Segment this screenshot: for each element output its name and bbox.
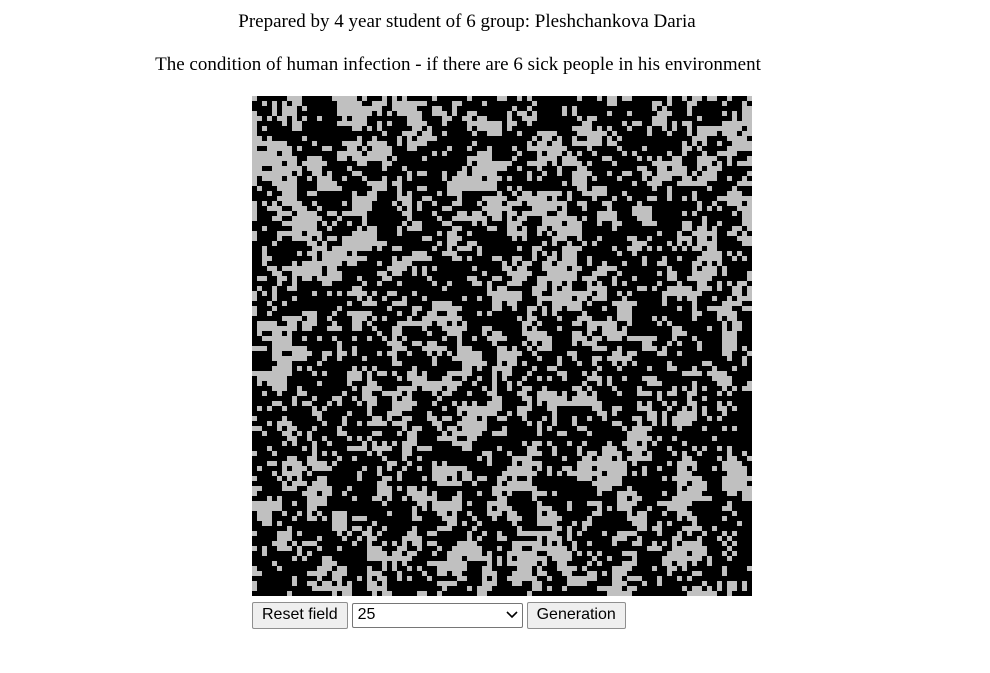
generations-select-value: 25 [357,606,376,623]
generations-select[interactable]: 25 [351,602,523,628]
author-text: Prepared by 4 year student of 6 group: P… [238,11,696,32]
generation-button[interactable]: Generation [526,601,626,629]
infection-condition-text: The condition of human infection - if th… [155,54,761,75]
automaton-field[interactable] [252,96,752,596]
controls-bar: Reset field 25 Generation [252,601,626,629]
reset-field-button[interactable]: Reset field [252,601,348,629]
chevron-down-icon [506,609,518,621]
